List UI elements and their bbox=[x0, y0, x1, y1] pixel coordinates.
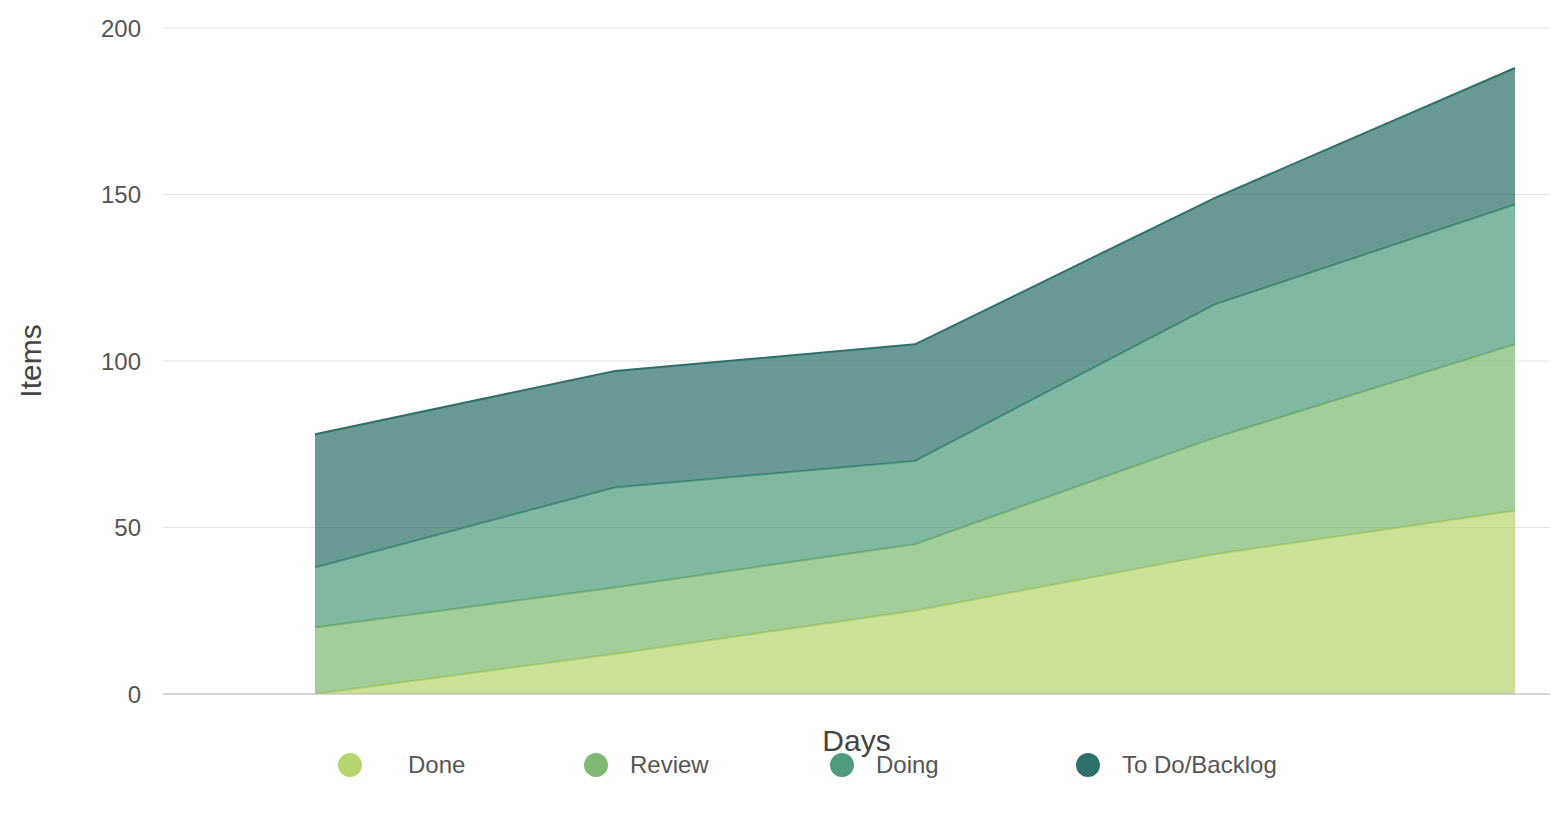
html-text:Done: Done bbox=[408, 751, 466, 778]
svg-text:50: 50 bbox=[114, 514, 141, 541]
svg-text:150: 150 bbox=[101, 181, 141, 208]
svg-text:Items: Items bbox=[14, 324, 47, 397]
svg-text:Days: Days bbox=[822, 724, 890, 757]
svg-text:100: 100 bbox=[101, 348, 141, 375]
svg-text:200: 200 bbox=[101, 15, 141, 42]
svg-text:0: 0 bbox=[128, 681, 141, 708]
html-text:Doing: Doing bbox=[876, 751, 939, 778]
html-text:Review: Review bbox=[630, 751, 709, 778]
html-text:To Do/Backlog: To Do/Backlog bbox=[1122, 751, 1277, 778]
